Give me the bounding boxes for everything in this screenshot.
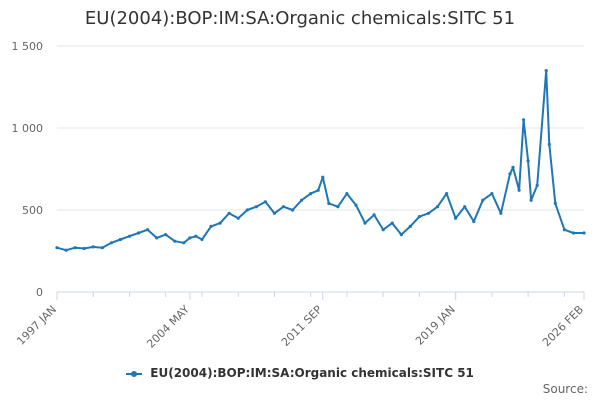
data-point [136, 231, 141, 235]
series-line [56, 69, 584, 252]
legend-swatch-icon [126, 370, 143, 377]
data-point [426, 211, 431, 215]
data-point [547, 142, 551, 146]
data-point [553, 201, 557, 205]
data-point [454, 216, 458, 220]
data-point [463, 205, 467, 209]
data-point [327, 201, 331, 205]
y-tick-label: 0 [36, 286, 43, 299]
legend[interactable]: EU(2004):BOP:IM:SA:Organic chemicals:SIT… [0, 366, 600, 380]
data-point [73, 246, 77, 250]
y-tick-label: 500 [22, 204, 43, 217]
data-point [481, 198, 485, 202]
data-point [55, 246, 59, 250]
data-point [227, 211, 231, 215]
data-point [345, 192, 349, 196]
data-point [254, 205, 258, 209]
data-point [272, 211, 276, 215]
y-tick-label: 1 500 [12, 40, 44, 53]
data-point [164, 233, 168, 237]
data-point [354, 203, 358, 207]
data-point [399, 233, 403, 237]
data-point [508, 172, 512, 176]
data-point [281, 205, 286, 209]
x-tick-label: 2004 MAY [144, 303, 192, 351]
data-point [188, 236, 192, 240]
data-point [236, 216, 240, 220]
x-tick-label: 1997 JAN [14, 303, 59, 348]
data-point [173, 239, 177, 243]
data-point [321, 175, 325, 179]
legend-label: EU(2004):BOP:IM:SA:Organic chemicals:SIT… [150, 366, 474, 380]
data-point [435, 205, 440, 209]
source-label: Source: [542, 382, 588, 396]
data-point [100, 246, 104, 250]
data-point [582, 231, 586, 235]
data-point [511, 165, 515, 169]
data-point [490, 192, 494, 196]
data-point [245, 208, 249, 212]
data-point [381, 228, 385, 232]
data-point [499, 211, 503, 215]
x-tick-label: 2011 SEP [279, 303, 325, 349]
data-point [291, 208, 295, 212]
data-point [544, 69, 548, 73]
data-point [408, 224, 412, 228]
data-point [562, 228, 567, 232]
x-axis-tick-labels: 1997 JAN 2004 MAY 2011 SEP 2019 JAN 2026 FEB [14, 303, 586, 351]
data-point [109, 241, 113, 245]
data-point [472, 219, 476, 224]
y-axis-tick-labels: 0 500 1 000 1 500 [12, 40, 44, 299]
data-point [316, 188, 320, 192]
data-point [529, 198, 533, 202]
x-axis [56, 291, 585, 300]
data-point [218, 221, 222, 225]
data-point [522, 118, 526, 122]
data-point [91, 245, 95, 249]
grid-lines [57, 45, 584, 211]
data-point [309, 192, 313, 196]
data-point [64, 248, 68, 252]
data-point [155, 236, 159, 240]
data-point [535, 183, 539, 187]
chart-title: EU(2004):BOP:IM:SA:Organic chemicals:SIT… [84, 8, 516, 29]
y-tick-label: 1 000 [12, 122, 44, 135]
data-point [300, 198, 304, 202]
data-point [526, 159, 530, 163]
data-point [194, 234, 198, 238]
x-tick-label: 2019 JAN [413, 303, 458, 348]
x-tick-label: 2026 FEB [540, 303, 586, 349]
data-point [363, 221, 367, 225]
data-point [209, 224, 213, 228]
series-layer [55, 69, 586, 252]
data-point [146, 228, 150, 232]
data-point [336, 205, 340, 209]
data-point [417, 215, 421, 219]
data-point [118, 237, 122, 242]
data-point [445, 192, 449, 196]
data-point [517, 188, 521, 192]
data-point [200, 237, 204, 242]
data-point [263, 200, 267, 204]
data-point [82, 246, 86, 251]
data-point [390, 221, 394, 225]
data-point [571, 231, 576, 235]
data-point [372, 213, 376, 217]
data-point [127, 234, 132, 238]
data-point [182, 241, 186, 245]
